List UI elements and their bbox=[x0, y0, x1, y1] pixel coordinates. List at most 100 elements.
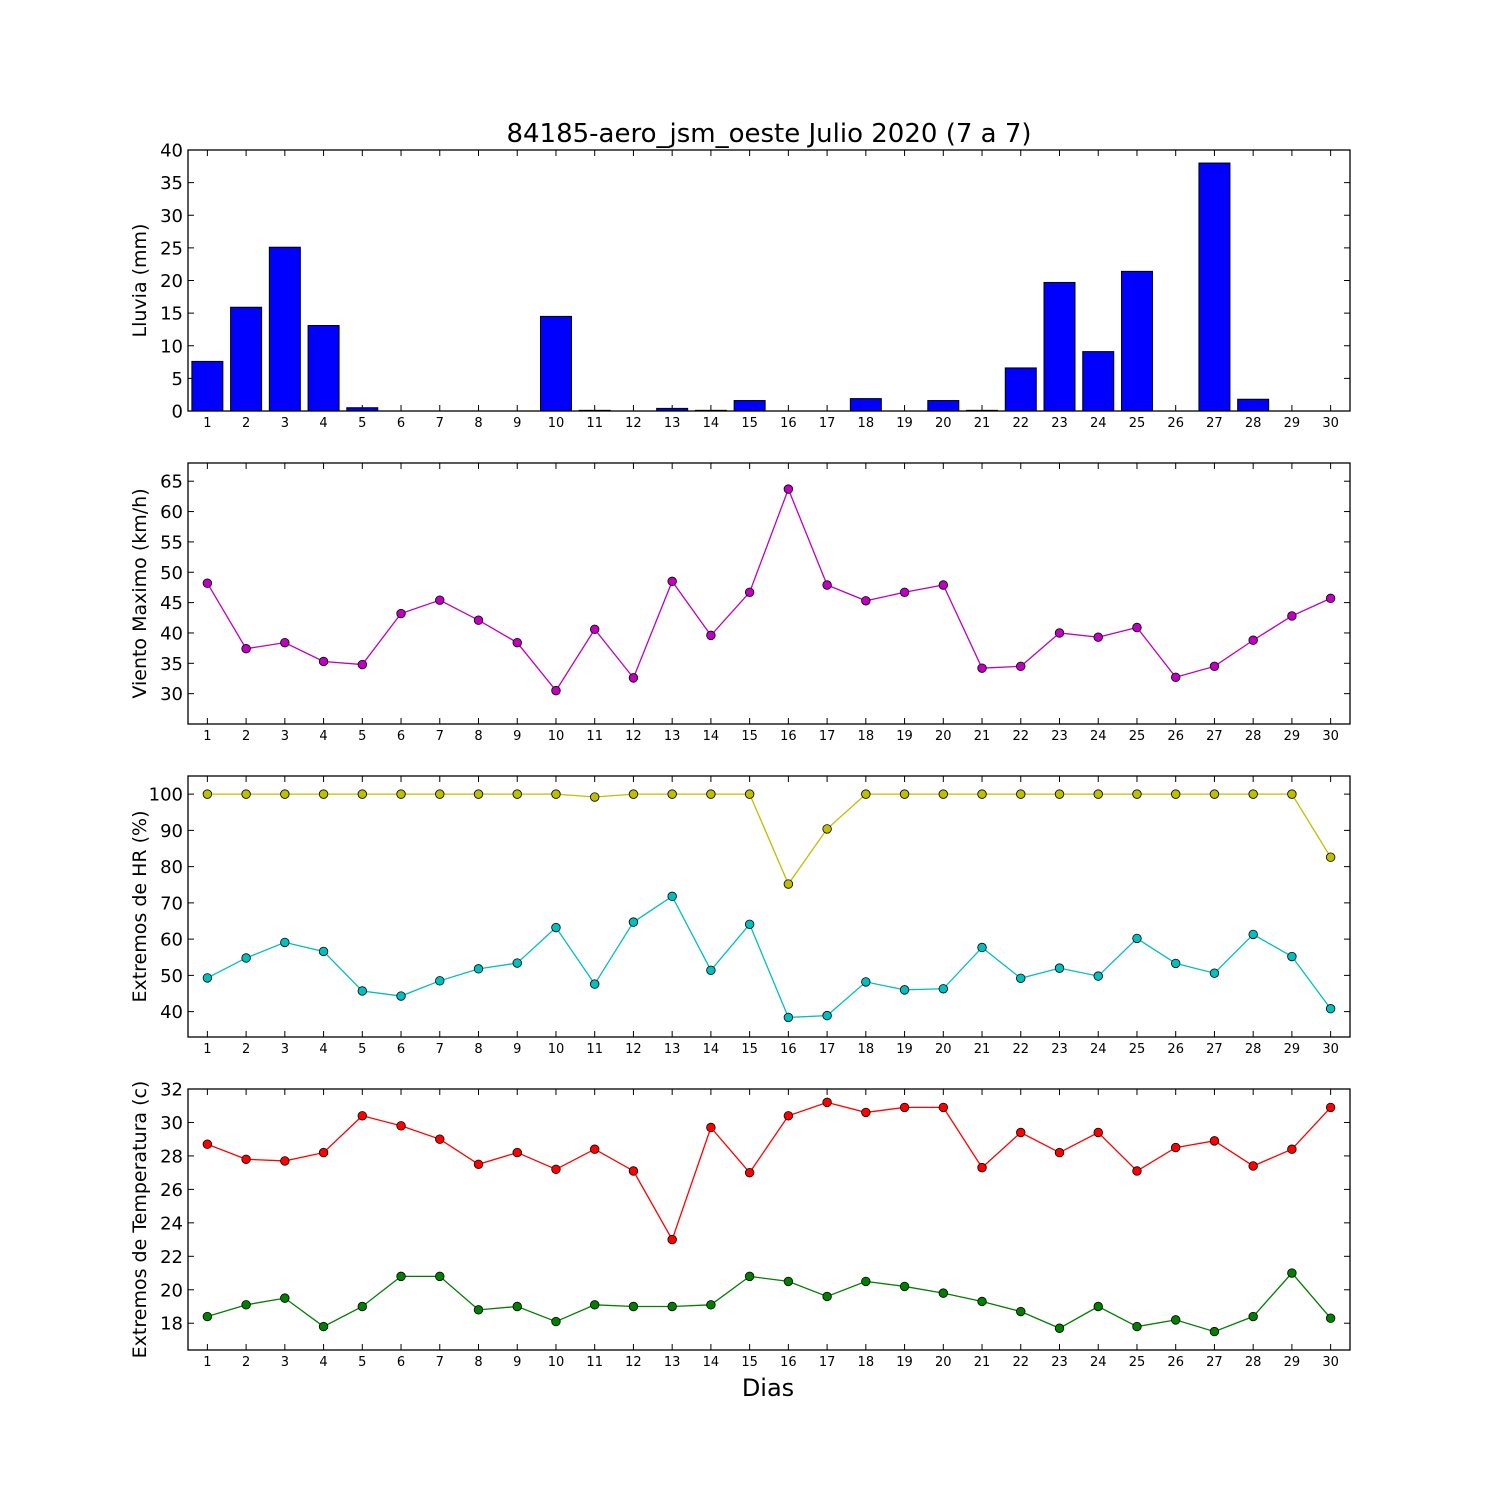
y-axis-label: Extremos de Temperatura (c) bbox=[129, 1081, 151, 1359]
x-tick-label: 25 bbox=[1129, 1355, 1146, 1370]
data-point bbox=[667, 789, 677, 799]
data-point bbox=[706, 630, 716, 641]
data-point bbox=[1287, 1144, 1297, 1154]
x-tick-label: 21 bbox=[974, 1042, 991, 1057]
data-point bbox=[744, 1271, 755, 1282]
series-line bbox=[207, 895, 1332, 1019]
data-point bbox=[241, 644, 251, 654]
x-tick-label: 24 bbox=[1090, 416, 1107, 431]
x-tick-label: 28 bbox=[1245, 416, 1262, 431]
data-point bbox=[1093, 971, 1103, 981]
x-tick-label: 4 bbox=[319, 1042, 327, 1057]
data-point bbox=[551, 922, 561, 933]
data-point bbox=[899, 587, 910, 597]
data-point bbox=[822, 1010, 832, 1021]
y-tick-label: 20 bbox=[160, 1280, 183, 1301]
x-tick-label: 17 bbox=[819, 1355, 836, 1370]
data-point bbox=[241, 1300, 251, 1310]
data-point bbox=[861, 789, 871, 799]
data-point bbox=[280, 789, 290, 799]
data-point bbox=[396, 991, 406, 1001]
data-point bbox=[667, 1234, 677, 1245]
data-point bbox=[783, 484, 794, 494]
data-point bbox=[628, 673, 639, 683]
x-tick-label: 18 bbox=[858, 729, 875, 744]
data-point bbox=[1016, 661, 1026, 672]
data-point bbox=[512, 1147, 522, 1158]
data-point bbox=[318, 656, 329, 667]
x-tick-label: 25 bbox=[1129, 729, 1146, 744]
y-tick-label: 50 bbox=[160, 563, 183, 584]
data-point bbox=[396, 1271, 406, 1282]
x-tick-label: 26 bbox=[1167, 729, 1184, 744]
data-point bbox=[977, 789, 987, 799]
data-point bbox=[1248, 929, 1258, 940]
x-tick-label: 21 bbox=[974, 1355, 991, 1370]
x-tick-label: 27 bbox=[1206, 729, 1223, 744]
bar bbox=[1198, 162, 1231, 412]
x-tick-label: 10 bbox=[548, 416, 565, 431]
data-point bbox=[706, 1122, 716, 1133]
x-tick-label: 21 bbox=[974, 416, 991, 431]
x-axis-label: Dias bbox=[742, 1374, 794, 1402]
data-point bbox=[1054, 1323, 1065, 1333]
x-tick-label: 16 bbox=[780, 416, 797, 431]
x-tick-label: 9 bbox=[513, 1042, 521, 1057]
data-point bbox=[977, 663, 987, 673]
x-tick-label: 22 bbox=[1012, 1355, 1029, 1370]
x-tick-label: 20 bbox=[935, 1042, 952, 1057]
x-tick-label: 20 bbox=[935, 729, 952, 744]
data-point bbox=[1093, 789, 1103, 799]
data-point bbox=[822, 1097, 832, 1108]
data-point bbox=[241, 789, 251, 799]
x-tick-label: 21 bbox=[974, 729, 991, 744]
data-point bbox=[1287, 951, 1297, 962]
data-point bbox=[938, 984, 949, 994]
y-tick-label: 32 bbox=[160, 1080, 183, 1101]
y-tick-label: 30 bbox=[160, 206, 183, 227]
x-tick-label: 10 bbox=[548, 1042, 565, 1057]
data-point bbox=[1287, 611, 1297, 621]
x-tick-label: 2 bbox=[242, 729, 250, 744]
x-tick-label: 19 bbox=[896, 1042, 913, 1057]
data-point bbox=[706, 965, 716, 976]
data-point bbox=[396, 608, 406, 619]
series-line bbox=[207, 793, 1332, 886]
x-tick-label: 6 bbox=[397, 1355, 405, 1370]
x-tick-label: 1 bbox=[203, 416, 211, 431]
y-tick-label: 35 bbox=[160, 173, 183, 194]
data-point bbox=[744, 1167, 755, 1178]
data-point bbox=[628, 1301, 639, 1312]
data-point bbox=[1054, 963, 1065, 973]
x-tick-label: 18 bbox=[858, 416, 875, 431]
data-point bbox=[1093, 1127, 1103, 1138]
data-point bbox=[1170, 1142, 1181, 1153]
data-point bbox=[1054, 789, 1065, 799]
x-tick-label: 8 bbox=[474, 1355, 482, 1370]
data-point bbox=[861, 596, 871, 606]
data-point bbox=[899, 789, 910, 799]
y-axis-label: Extremos de HR (%) bbox=[129, 810, 151, 1002]
data-point bbox=[1132, 622, 1142, 633]
x-tick-label: 17 bbox=[819, 1042, 836, 1057]
y-tick-label: 40 bbox=[160, 1002, 183, 1023]
x-tick-label: 18 bbox=[858, 1042, 875, 1057]
data-point bbox=[473, 1159, 484, 1169]
x-tick-label: 15 bbox=[741, 1355, 758, 1370]
x-tick-label: 20 bbox=[935, 1355, 952, 1370]
x-tick-label: 11 bbox=[586, 1042, 603, 1057]
x-tick-label: 22 bbox=[1012, 729, 1029, 744]
y-tick-label: 70 bbox=[160, 893, 183, 914]
x-tick-label: 16 bbox=[780, 1042, 797, 1057]
y-tick-label: 18 bbox=[160, 1314, 183, 1335]
data-point bbox=[202, 1139, 213, 1149]
y-tick-label: 10 bbox=[160, 336, 183, 357]
data-point bbox=[1016, 1306, 1026, 1317]
data-point bbox=[1209, 1326, 1220, 1337]
data-point bbox=[512, 789, 522, 799]
x-tick-label: 9 bbox=[513, 729, 521, 744]
